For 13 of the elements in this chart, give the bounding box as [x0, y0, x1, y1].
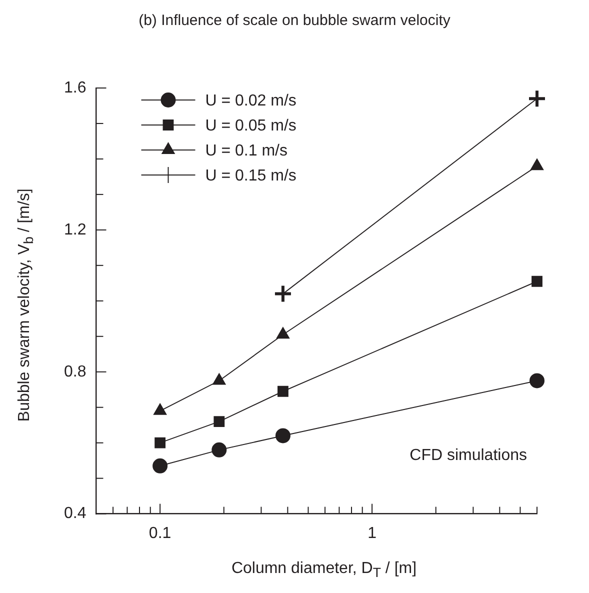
legend-label: U = 0.05 m/s	[205, 117, 296, 134]
annotation: CFD simulations	[410, 447, 527, 464]
x-tick-label: 1	[368, 524, 377, 542]
x-axis-title: Column diameter, D$_{T}$ / [m]	[230, 560, 418, 580]
x-tick-label: 0.1	[148, 524, 172, 542]
y-tick-label: 1.6	[64, 79, 86, 96]
y-tick-label: 0.8	[64, 363, 86, 380]
chart-title: (b) Influence of scale on bubble swarm velocity	[138, 12, 452, 29]
legend-label: U = 0.15 m/s	[205, 167, 296, 184]
y-tick-label: 1.2	[64, 221, 86, 238]
y-tick-label: 0.4	[64, 505, 86, 522]
legend-label: U = 0.02 m/s	[205, 92, 296, 110]
legend-label: U = 0.1 m/s	[205, 142, 288, 160]
